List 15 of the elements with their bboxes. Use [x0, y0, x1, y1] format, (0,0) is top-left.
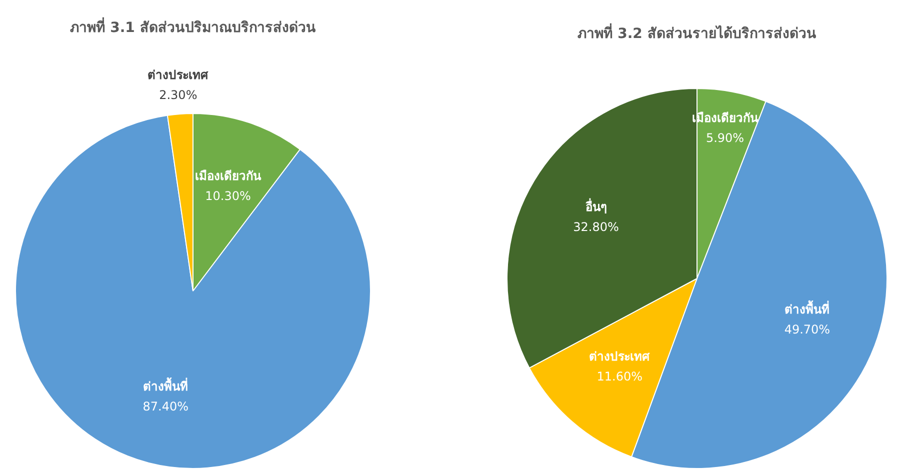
data-label: 49.70% [784, 322, 830, 336]
slice-label: ต่างประเทศ [589, 349, 650, 364]
data-label: 32.80% [573, 220, 619, 234]
slice-label: ต่างพื้นที่ [784, 299, 830, 316]
data-label: 5.90% [706, 131, 744, 146]
chart-title: ภาพที่ 3.2 สัดส่วนรายได้บริการส่งด่วน [576, 22, 818, 44]
slice-label: ต่างพื้นที่ [143, 376, 188, 394]
data-label: 2.30% [159, 88, 198, 102]
slice-label: ต่างประเทศ [148, 68, 209, 82]
slice-label: เมืองเดียวกัน [194, 168, 262, 183]
data-label: 11.60% [596, 369, 643, 384]
slice-label: อื่นๆ [585, 198, 606, 214]
chart-title: ภาพที่ 3.1 สัดส่วนปริมาณบริการส่งด่วน [69, 16, 317, 38]
data-label: 87.40% [142, 400, 189, 414]
data-label: 10.30% [205, 188, 251, 203]
